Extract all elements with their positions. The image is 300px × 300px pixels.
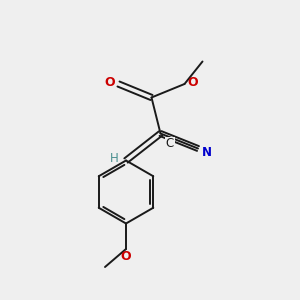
Text: N: N xyxy=(202,146,212,159)
Text: C: C xyxy=(166,137,174,150)
Text: O: O xyxy=(121,250,131,263)
Text: O: O xyxy=(105,76,116,89)
Text: H: H xyxy=(110,152,119,165)
Text: O: O xyxy=(188,76,198,89)
